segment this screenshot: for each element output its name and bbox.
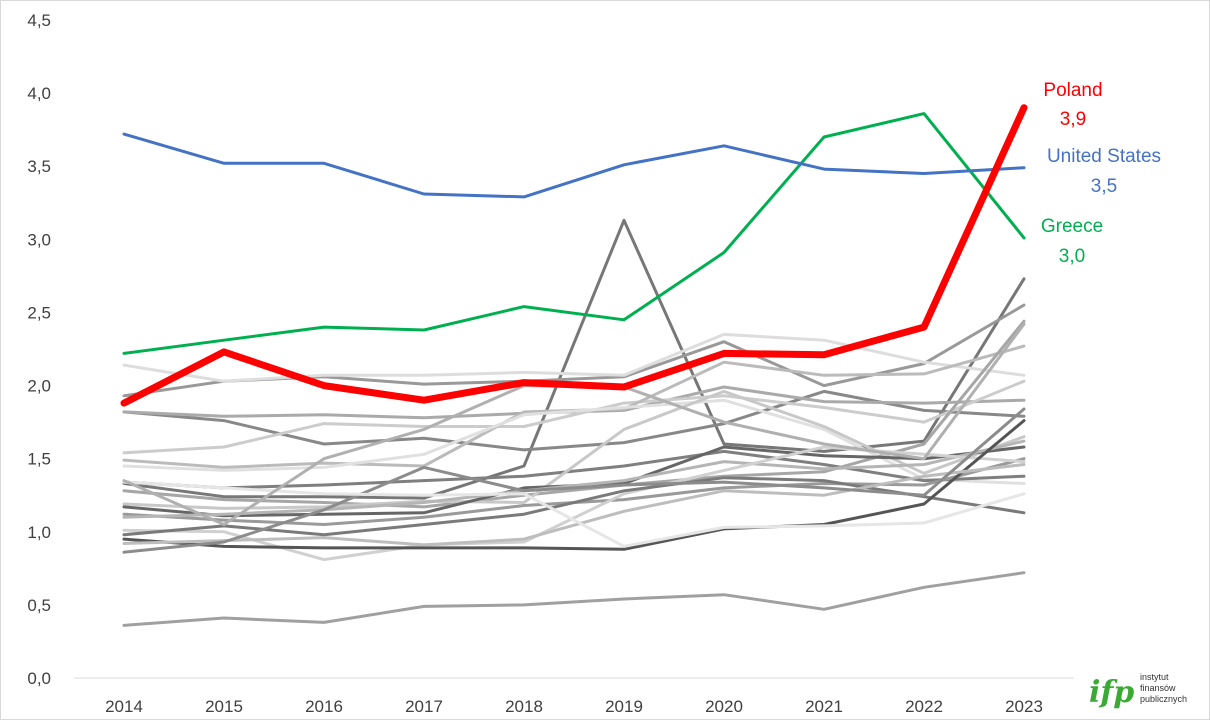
united-states-value-label: 3,5 [1091,176,1117,197]
y-tick-label: 4,5 [27,11,51,30]
y-tick-label: 1,0 [27,523,51,542]
poland-value-label: 3,9 [1060,109,1086,130]
x-tick-label: 2015 [205,697,243,716]
background-series-line-16 [122,476,1026,537]
poland-name-label: Poland [1043,80,1102,101]
x-axis-ticks: 2014 2015 2016 2017 2018 2019 2020 2021 2022 2023 [105,697,1043,716]
background-series-line-4 [122,389,1026,452]
greece-name-label: Greece [1041,216,1103,237]
background-series-line-3 [122,332,1026,383]
background-series-line-1 [122,218,1026,500]
logo-line-1: instytut [1140,672,1169,682]
y-tick-label: 3,5 [27,157,51,176]
background-series-line-8 [122,398,1026,485]
poland-line [120,104,1028,407]
y-tick-label: 2,0 [27,377,51,396]
logo-line-2: finansów [1140,683,1176,693]
logo-line-3: publicznych [1140,694,1187,704]
logo-mark: ifp [1089,675,1134,710]
x-tick-label: 2022 [905,697,943,716]
x-tick-label: 2023 [1005,697,1043,716]
x-tick-label: 2017 [405,697,443,716]
x-tick-label: 2021 [805,697,843,716]
background-series-line-14 [122,439,1026,519]
series-end-labels: Poland 3,9 United States 3,5 Greece 3,0 [1041,80,1161,267]
background-series-group [122,218,1026,627]
ifp-logo: ifp instytut finansów publicznych [1089,672,1187,710]
x-tick-label: 2018 [505,697,543,716]
background-series-line-19 [122,407,1026,554]
background-series-line-22 [122,571,1026,627]
greece-value-label: 3,0 [1059,246,1085,267]
x-tick-label: 2014 [105,697,143,716]
y-tick-label: 0,0 [27,669,51,688]
y-tick-label: 4,0 [27,84,51,103]
x-tick-label: 2019 [605,697,643,716]
x-tick-label: 2020 [705,697,743,716]
united-states-name-label: United States [1047,146,1161,167]
y-axis-ticks: 0,0 0,5 1,0 1,5 2,0 2,5 3,0 3,5 4,0 4,5 [27,11,51,688]
background-series-line-9 [122,449,1026,490]
greece-line [122,112,1026,355]
highlighted-series-group [120,104,1028,407]
y-tick-label: 3,0 [27,230,51,249]
united-states-line [122,132,1026,199]
background-series-line-18 [122,463,1026,547]
y-tick-label: 1,5 [27,450,51,469]
y-tick-label: 0,5 [27,596,51,615]
y-tick-label: 2,5 [27,303,51,322]
background-series-line-6 [122,379,1026,455]
background-series-line-5 [122,385,1026,420]
background-series-line-17 [122,419,1026,551]
x-tick-label: 2016 [305,697,343,716]
